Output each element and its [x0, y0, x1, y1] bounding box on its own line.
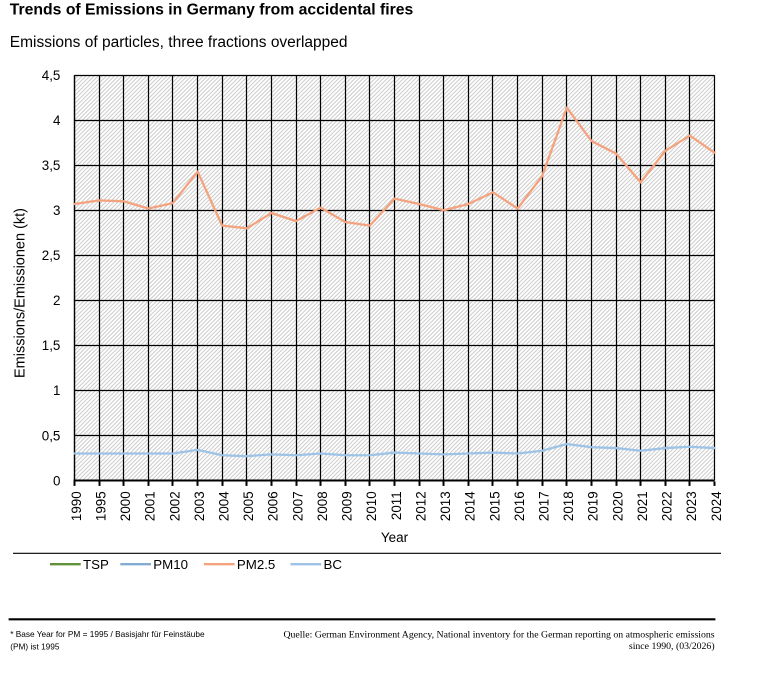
svg-text:2019: 2019	[586, 491, 601, 521]
svg-text:Emissions of particles, three: Emissions of particles, three fractions …	[10, 34, 348, 51]
svg-text:2021: 2021	[635, 491, 650, 521]
svg-text:2001: 2001	[143, 491, 158, 521]
svg-text:* Base Year for PM = 1995 / Ba: * Base Year for PM = 1995 / Basisjahr fü…	[10, 629, 205, 639]
svg-text:0: 0	[53, 473, 60, 488]
svg-text:2020: 2020	[610, 491, 625, 521]
svg-text:2: 2	[53, 293, 60, 308]
svg-text:2024: 2024	[709, 491, 724, 521]
svg-text:2016: 2016	[512, 491, 527, 521]
svg-text:2017: 2017	[536, 491, 551, 521]
svg-text:PM2.5: PM2.5	[237, 557, 275, 572]
svg-text:3: 3	[53, 203, 60, 218]
svg-text:PM10: PM10	[153, 557, 188, 572]
svg-text:2010: 2010	[364, 491, 379, 521]
svg-text:2009: 2009	[340, 491, 355, 521]
svg-text:2003: 2003	[192, 491, 207, 521]
svg-text:BC: BC	[324, 557, 343, 572]
svg-text:Emissions/Emissionen (kt): Emissions/Emissionen (kt)	[12, 208, 28, 378]
svg-text:2013: 2013	[438, 491, 453, 521]
svg-text:2014: 2014	[463, 491, 478, 521]
svg-text:2004: 2004	[216, 491, 231, 521]
svg-text:2000: 2000	[118, 491, 133, 521]
svg-text:2007: 2007	[290, 491, 305, 521]
svg-text:2011: 2011	[389, 491, 404, 520]
svg-text:2018: 2018	[561, 491, 576, 521]
svg-text:Trends of Emissions in Germany: Trends of Emissions in Germany from acci…	[10, 2, 414, 19]
svg-text:4,5: 4,5	[42, 68, 61, 83]
svg-text:2015: 2015	[487, 491, 502, 521]
svg-text:since 1990, (03/2026): since 1990, (03/2026)	[629, 641, 715, 652]
svg-text:2,5: 2,5	[42, 248, 61, 263]
svg-text:0,5: 0,5	[42, 428, 61, 443]
svg-text:2005: 2005	[241, 491, 256, 521]
svg-text:(PM) ist 1995: (PM) ist 1995	[10, 641, 60, 651]
svg-text:1: 1	[53, 383, 60, 398]
svg-text:2006: 2006	[266, 491, 281, 521]
svg-text:1990: 1990	[69, 491, 84, 521]
svg-text:1,5: 1,5	[42, 338, 61, 353]
svg-text:TSP: TSP	[83, 557, 109, 572]
svg-text:2022: 2022	[660, 491, 675, 521]
svg-text:Year: Year	[381, 530, 409, 545]
svg-text:2002: 2002	[167, 491, 182, 521]
svg-text:Quelle: German Environment Age: Quelle: German Environment Agency, Natio…	[283, 629, 714, 640]
svg-text:2012: 2012	[413, 491, 428, 521]
svg-text:3,5: 3,5	[42, 158, 61, 173]
svg-text:4: 4	[53, 113, 61, 128]
svg-text:2023: 2023	[684, 491, 699, 521]
svg-text:1995: 1995	[93, 491, 108, 521]
svg-text:2008: 2008	[315, 491, 330, 521]
